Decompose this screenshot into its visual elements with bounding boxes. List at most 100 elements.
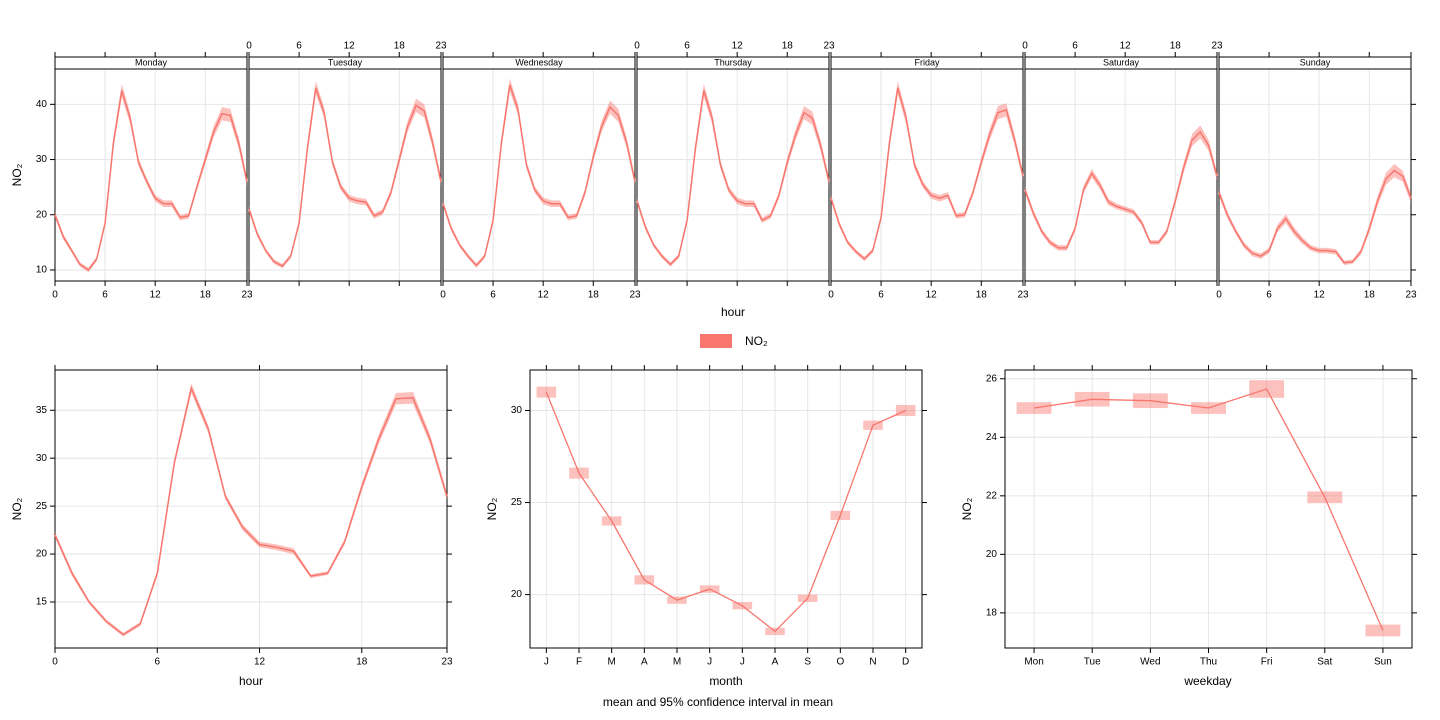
x-axis-label: weekday [1183,674,1231,688]
plot-frame [442,68,636,282]
y-axis-label: NO₂ [10,163,24,186]
y-tick-label: 20 [36,209,48,220]
x-tick-label: 18 [394,41,406,52]
x-tick-label: A [641,657,648,668]
caption: mean and 95% confidence interval in mean [603,695,833,709]
strip-label: Saturday [1103,57,1140,67]
y-tick-label: 20 [986,549,998,560]
x-tick-label: 18 [356,657,368,668]
x-tick-label: Wed [1140,657,1160,668]
y-tick-label: 30 [511,405,523,416]
y-tick-label: 25 [36,501,48,512]
plot-frame [1024,68,1218,282]
x-tick-label: 12 [1314,290,1326,301]
y-tick-label: 22 [986,490,998,501]
x-tick-label: 23 [441,657,453,668]
x-tick-label: 0 [1022,41,1028,52]
x-tick-label: M [607,657,615,668]
ci-band [55,83,247,273]
x-tick-label: Fri [1261,657,1273,668]
mean-line [54,385,448,636]
plot-frame [248,68,442,282]
x-tick-label: 0 [246,41,252,52]
mean-line [1024,130,1218,249]
x-tick-label: 0 [634,41,640,52]
mean-line [545,391,906,633]
y-tick-label: 35 [36,405,48,416]
mean-line [248,87,442,268]
y-axis-label: NO₂ [485,497,499,520]
plot-frame [54,369,448,649]
x-axis-label: month [709,674,742,688]
y-tick-label: 25 [511,497,523,508]
x-tick-label: 18 [588,290,600,301]
x-tick-label: 12 [1120,41,1132,52]
x-tick-label: 12 [150,290,162,301]
x-tick-label: N [869,657,876,668]
x-tick-label: 23 [435,41,447,52]
plot-frame [54,68,248,282]
x-tick-label: 0 [828,290,834,301]
y-tick-label: 18 [986,608,998,619]
x-tick-label: 6 [490,290,496,301]
x-tick-label: 6 [1072,41,1078,52]
strip-label: Wednesday [515,57,563,67]
x-tick-label: J [740,657,745,668]
x-tick-label: 0 [1216,290,1222,301]
x-tick-label: 6 [154,657,160,668]
x-tick-label: J [707,657,712,668]
x-tick-label: 18 [976,290,988,301]
x-tick-label: 12 [926,290,938,301]
ci-band [443,78,635,268]
x-tick-label: Tue [1084,657,1101,668]
ci-band [249,81,441,269]
x-tick-label: O [836,657,844,668]
ci-band [637,83,829,267]
mean-line [830,87,1024,260]
legend-swatch [700,334,732,348]
legend-label: NO₂ [745,334,768,348]
y-tick-label: 20 [511,589,523,600]
x-tick-label: 23 [629,290,641,301]
y-tick-label: 24 [986,432,998,443]
x-tick-label: 12 [344,41,356,52]
x-tick-label: 23 [823,41,835,52]
x-axis-label: hour [239,674,263,688]
strip-label: Sunday [1300,57,1331,67]
x-tick-label: D [902,657,909,668]
x-tick-label: 12 [254,657,266,668]
x-tick-label: 18 [1170,41,1182,52]
x-tick-label: M [673,657,681,668]
plot-frame [1004,369,1413,649]
y-tick-label: 30 [36,453,48,464]
x-tick-label: 23 [1405,290,1417,301]
x-tick-label: Sat [1317,657,1332,668]
x-tick-label: 6 [878,290,884,301]
x-tick-label: 23 [241,290,253,301]
plot-frame [529,369,923,649]
x-tick-label: 12 [732,41,744,52]
x-tick-label: 6 [296,41,302,52]
plot-frame [830,68,1024,282]
y-tick-label: 30 [36,154,48,165]
y-axis-label: NO₂ [960,497,974,520]
x-tick-label: Mon [1024,657,1043,668]
x-tick-label: 0 [440,290,446,301]
x-tick-label: 0 [52,657,58,668]
x-tick-label: 23 [1017,290,1029,301]
x-tick-label: A [772,657,779,668]
x-tick-label: J [544,657,549,668]
x-tick-label: Thu [1200,657,1217,668]
mean-line [442,84,636,267]
strip-label: Tuesday [328,57,363,67]
y-tick-label: 26 [986,373,998,384]
y-tick-label: 15 [36,597,48,608]
strip-label: Monday [135,57,168,67]
ci-box [1365,624,1401,637]
x-tick-label: 6 [684,41,690,52]
y-tick-label: 10 [36,265,48,276]
mean-line [54,90,248,272]
plot-frame [636,68,830,282]
x-tick-label: 6 [102,290,108,301]
x-tick-label: S [804,657,811,668]
